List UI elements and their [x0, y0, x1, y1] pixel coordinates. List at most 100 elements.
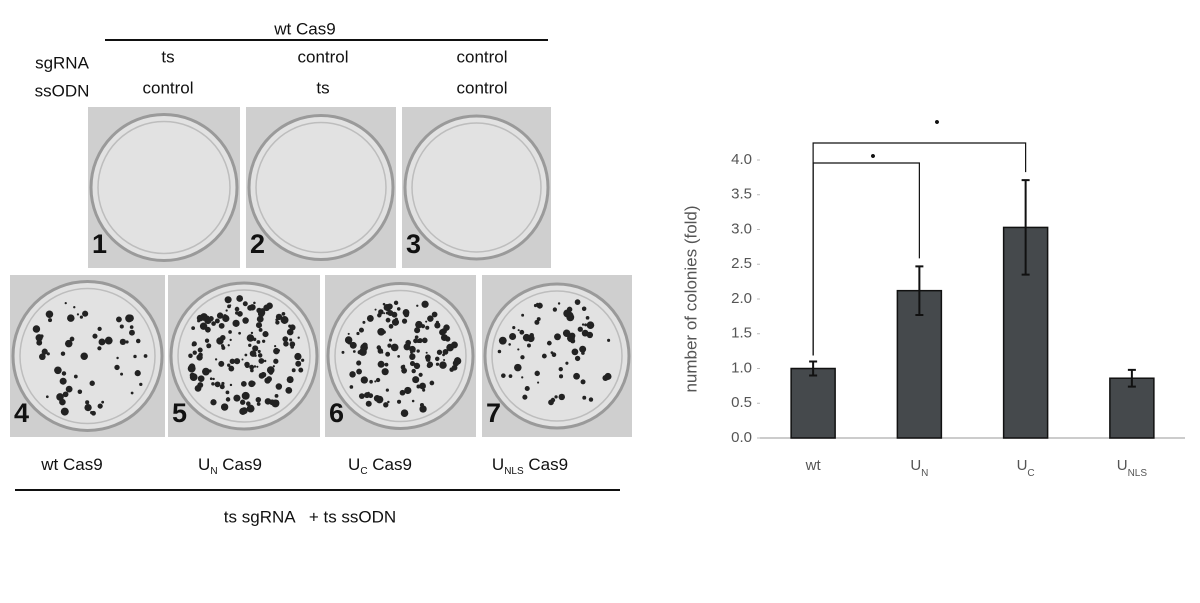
- colony: [573, 372, 580, 380]
- colony: [375, 377, 381, 383]
- colony: [114, 364, 120, 371]
- colony: [301, 358, 305, 362]
- colony: [271, 399, 280, 408]
- error-bar: [809, 360, 818, 377]
- colony: [60, 407, 69, 416]
- colony: [534, 319, 540, 325]
- colony: [341, 350, 345, 354]
- colony: [365, 400, 372, 407]
- colony: [256, 402, 261, 406]
- y-tick-label: 1.0: [731, 359, 752, 376]
- plate-rim: [177, 289, 311, 423]
- colony: [194, 384, 202, 392]
- colony: [252, 337, 257, 342]
- colony: [381, 368, 389, 376]
- x-tick-label: UN: [910, 457, 928, 479]
- colony: [61, 371, 67, 376]
- colony: [360, 343, 368, 352]
- colony: [403, 311, 410, 318]
- colony: [291, 368, 296, 373]
- colony: [581, 323, 585, 326]
- colony: [414, 335, 419, 339]
- row-label: ssODN: [35, 81, 90, 100]
- colony: [374, 308, 377, 311]
- error-bar: [915, 265, 924, 316]
- colony: [211, 321, 216, 326]
- colony: [206, 343, 212, 349]
- colony: [228, 365, 235, 372]
- colony: [272, 365, 275, 368]
- colony: [519, 329, 525, 335]
- y-tick-label: 2.0: [731, 290, 752, 307]
- colony: [512, 326, 516, 330]
- colony: [582, 395, 587, 400]
- colony: [586, 321, 595, 329]
- colony: [274, 393, 279, 398]
- colony: [116, 356, 119, 360]
- colony: [565, 361, 569, 365]
- colony: [501, 373, 506, 378]
- colony: [413, 362, 419, 368]
- y-tick-label: 3.0: [731, 220, 752, 237]
- colony: [554, 333, 561, 341]
- colony: [536, 317, 541, 322]
- plate-rim: [491, 290, 623, 422]
- colony: [236, 295, 244, 302]
- colony: [56, 393, 64, 401]
- colony: [383, 304, 391, 311]
- colony: [229, 304, 232, 307]
- colony: [282, 336, 289, 342]
- plate-number: 4: [14, 398, 29, 428]
- colony: [133, 354, 137, 359]
- colony: [84, 403, 92, 412]
- colony: [426, 363, 432, 369]
- plate-rim: [19, 287, 156, 425]
- colony: [85, 400, 90, 405]
- colony: [97, 326, 102, 331]
- colony: [82, 310, 89, 317]
- colony: [557, 302, 561, 305]
- y-tick-label: 3.5: [731, 186, 752, 203]
- colony: [65, 385, 73, 393]
- colony: [200, 313, 208, 321]
- colony: [242, 317, 249, 324]
- colony: [360, 376, 368, 384]
- plate-rim: [255, 121, 387, 254]
- colony: [143, 354, 148, 358]
- label-text: wt Cas9: [40, 455, 102, 474]
- colony: [580, 379, 586, 385]
- category: U: [1017, 457, 1028, 474]
- colony: [435, 362, 440, 366]
- colony: [255, 396, 262, 403]
- plates: ts control control ts control control 1 2 3 4 5 6 7 w…: [10, 47, 632, 477]
- colony: [508, 343, 511, 346]
- colony: [558, 393, 565, 401]
- plate: [89, 113, 239, 262]
- colony: [570, 338, 576, 344]
- colony: [387, 343, 392, 348]
- colony: [64, 302, 67, 305]
- colony: [558, 374, 564, 379]
- colony: [241, 391, 250, 400]
- x-tick-label: wt: [805, 457, 822, 474]
- colony: [98, 338, 106, 346]
- colony: [369, 379, 373, 384]
- colony: [344, 336, 353, 344]
- colony: [257, 349, 261, 353]
- colony: [232, 319, 240, 327]
- colony: [554, 395, 558, 399]
- colony: [440, 334, 448, 342]
- colony: [384, 362, 389, 367]
- colony: [411, 349, 416, 353]
- colony: [417, 338, 423, 344]
- colony: [509, 332, 517, 340]
- colony: [536, 302, 543, 309]
- colony: [571, 348, 579, 356]
- colony: [427, 315, 434, 322]
- colony: [275, 383, 283, 390]
- colony: [517, 329, 520, 332]
- column-label: control: [456, 47, 507, 66]
- colony: [389, 338, 393, 342]
- colony: [54, 366, 62, 375]
- label-subscript: NLS: [504, 466, 524, 477]
